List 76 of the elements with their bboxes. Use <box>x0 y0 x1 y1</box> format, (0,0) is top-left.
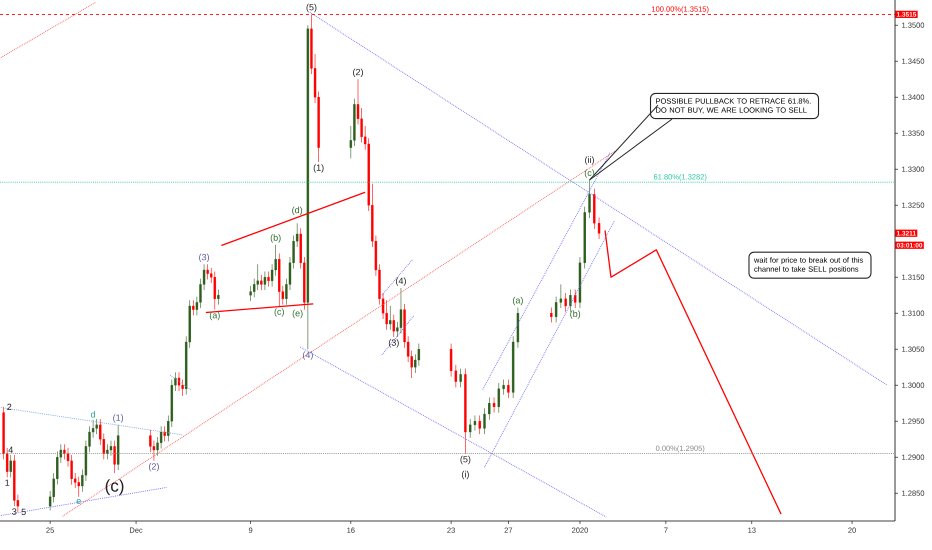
candlestick <box>507 379 510 398</box>
candlestick <box>163 426 166 442</box>
annotation: (1) <box>314 164 324 173</box>
candlestick <box>474 415 476 431</box>
annotation: (b) <box>270 234 281 243</box>
annotation: (2) <box>149 463 159 472</box>
candlestick <box>178 372 180 392</box>
candlestick <box>483 408 486 434</box>
candlestick <box>574 289 576 308</box>
candlestick <box>113 440 116 474</box>
annotation: 1 <box>5 480 10 486</box>
candlestick <box>560 284 562 308</box>
candlestick <box>550 307 553 323</box>
annotation: (d) <box>292 206 302 216</box>
candlestick <box>256 264 259 290</box>
annotation: (1) <box>113 414 124 423</box>
annotation: 4 <box>8 446 13 453</box>
candlestick <box>217 289 220 305</box>
annotation: d <box>90 410 96 418</box>
candlestick <box>569 289 572 312</box>
candlestick <box>160 426 162 449</box>
annotation: (a) <box>210 312 220 320</box>
candlestick <box>468 418 472 438</box>
annotation: (ii) <box>585 156 594 165</box>
candlestick <box>554 296 558 323</box>
annotation: e <box>76 499 81 504</box>
annotation: (3) <box>388 339 399 348</box>
candlestick <box>149 430 152 452</box>
annotation: 2 <box>7 404 12 410</box>
candlestick <box>418 343 420 366</box>
annotation: (c) <box>584 169 594 178</box>
candlestick <box>450 343 452 377</box>
annotation: (c) <box>106 479 124 496</box>
candlestick <box>498 382 500 413</box>
candlestick <box>389 306 392 330</box>
candlestick <box>400 288 402 334</box>
candlestick <box>260 274 263 290</box>
candlestick <box>106 444 109 460</box>
candlestick <box>478 415 481 434</box>
candlestick <box>564 292 567 312</box>
annotation: (2) <box>353 68 363 77</box>
annotation: (4) <box>396 277 406 286</box>
candlestick <box>192 300 195 316</box>
candlestick <box>267 271 270 287</box>
annotation: (c) <box>274 308 284 317</box>
candlestick <box>385 300 388 330</box>
candlestick <box>588 180 591 218</box>
candlestick <box>206 264 209 280</box>
annotation: (4) <box>302 351 313 360</box>
candlestick <box>252 278 256 298</box>
candlestick <box>264 271 266 290</box>
candlestick <box>492 397 496 413</box>
annotation: (e) <box>292 310 303 318</box>
candlestick <box>95 418 98 434</box>
candlestick <box>78 476 80 498</box>
candlestick <box>459 368 462 388</box>
line-series <box>604 230 782 515</box>
annotation: (b) <box>570 310 580 319</box>
annotation: (5) <box>306 4 316 12</box>
candlestick <box>392 314 396 338</box>
candlestick <box>488 397 490 420</box>
candlestick <box>70 454 73 485</box>
candlestick <box>598 217 600 240</box>
annotation: (a) <box>512 296 523 306</box>
candlestick <box>110 440 112 456</box>
annotation: (5) <box>460 456 470 464</box>
candlestick <box>502 379 505 395</box>
candlestick <box>454 364 458 388</box>
annotation: (3) <box>199 254 210 262</box>
annotation: 5 <box>21 508 26 516</box>
candlestick <box>181 379 184 396</box>
annotation: 3 <box>12 508 16 515</box>
candlestick <box>10 454 12 478</box>
candlestick <box>360 108 363 143</box>
annotation: (i) <box>462 470 469 480</box>
candlestick <box>249 286 252 302</box>
